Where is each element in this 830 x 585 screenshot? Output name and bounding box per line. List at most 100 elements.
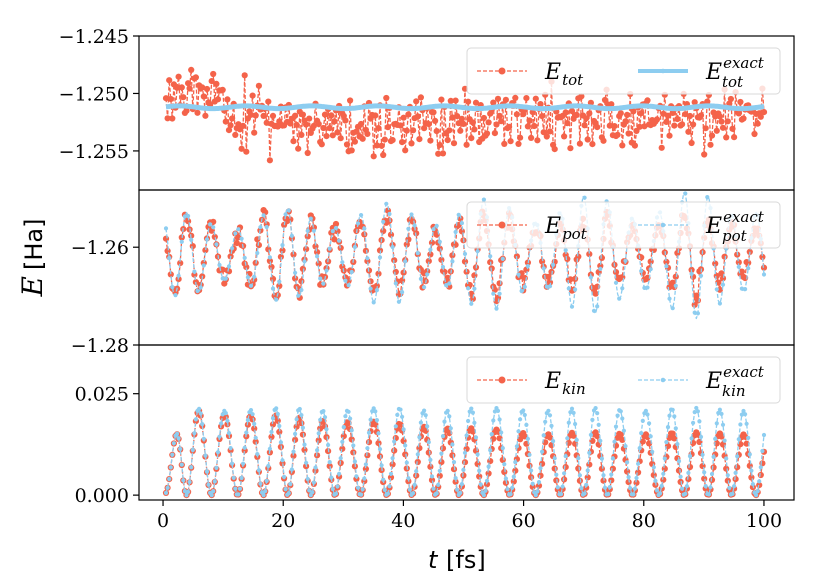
data-point — [628, 486, 633, 491]
data-point — [588, 275, 594, 280]
data-point — [469, 301, 474, 306]
data-point — [384, 124, 391, 131]
data-point — [525, 436, 531, 441]
data-point — [601, 473, 606, 478]
data-point — [431, 486, 436, 491]
data-point — [654, 488, 660, 493]
data-point — [375, 440, 382, 447]
data-point — [697, 419, 702, 424]
data-point — [198, 411, 203, 416]
data-point — [623, 258, 628, 263]
data-point — [415, 251, 420, 256]
data-point — [400, 414, 405, 419]
data-point — [718, 433, 725, 440]
data-point — [606, 492, 611, 497]
data-point — [757, 471, 764, 479]
data-point — [679, 121, 686, 128]
data-point — [561, 476, 568, 483]
data-point — [182, 489, 187, 494]
data-point — [286, 208, 291, 213]
data-point — [462, 251, 468, 256]
data-point — [291, 449, 296, 454]
data-point — [427, 251, 434, 258]
data-point — [248, 408, 254, 413]
data-point — [598, 266, 603, 271]
data-point — [331, 236, 338, 243]
data-point — [576, 140, 584, 147]
data-point — [348, 147, 355, 154]
data-point — [497, 291, 502, 296]
data-point — [343, 141, 351, 148]
y-axis-title: E [Ha] — [16, 219, 49, 298]
data-point — [302, 259, 307, 264]
data-point — [551, 465, 558, 472]
data-point — [289, 233, 294, 238]
data-point — [727, 95, 735, 103]
data-point — [684, 484, 690, 489]
data-point — [202, 112, 209, 119]
data-point — [511, 474, 516, 479]
data-point — [220, 276, 225, 281]
data-point — [393, 424, 398, 429]
data-point — [496, 435, 503, 442]
data-point — [458, 490, 463, 495]
data-point — [609, 465, 617, 472]
data-point — [230, 246, 235, 251]
data-point — [692, 410, 697, 415]
data-point — [354, 474, 359, 479]
data-point — [391, 447, 398, 454]
data-point — [222, 118, 229, 125]
data-point — [602, 485, 608, 490]
y-axis-variable: E — [16, 276, 49, 297]
data-point — [402, 147, 409, 154]
data-point — [747, 452, 752, 457]
data-point — [581, 122, 588, 129]
data-point — [371, 300, 376, 305]
data-point — [618, 409, 623, 414]
data-point — [510, 485, 515, 490]
data-point — [453, 476, 458, 481]
data-point — [223, 411, 228, 416]
data-point — [293, 270, 298, 275]
data-point — [472, 99, 480, 106]
data-point — [583, 115, 590, 122]
data-point — [275, 411, 280, 417]
data-point — [355, 485, 361, 490]
data-point — [334, 129, 341, 136]
data-point — [219, 266, 226, 273]
data-point — [255, 242, 262, 249]
data-point — [735, 454, 740, 459]
data-point — [663, 118, 670, 125]
data-point — [450, 140, 458, 147]
data-point — [337, 135, 344, 142]
data-point — [226, 264, 232, 269]
data-point — [422, 285, 427, 290]
data-point — [255, 452, 260, 457]
data-point — [494, 306, 499, 311]
y-tick-label: 0.000 — [75, 485, 129, 507]
data-point — [387, 484, 392, 489]
data-point — [754, 493, 759, 498]
data-point — [361, 231, 368, 238]
data-point — [425, 121, 432, 128]
data-point — [373, 282, 380, 289]
data-point — [247, 111, 255, 118]
data-point — [362, 226, 367, 231]
data-point — [212, 479, 217, 484]
data-point — [174, 84, 181, 91]
data-point — [414, 113, 421, 120]
data-point — [268, 433, 275, 440]
data-point — [698, 273, 704, 278]
data-point — [286, 491, 291, 496]
data-point — [546, 128, 554, 135]
data-point — [299, 287, 304, 293]
data-point — [373, 409, 378, 414]
data-point — [551, 262, 556, 267]
data-point — [540, 449, 545, 454]
data-point — [698, 434, 704, 439]
data-point — [400, 437, 407, 445]
data-point — [353, 128, 360, 135]
data-point — [214, 465, 219, 470]
data-point — [543, 133, 550, 140]
legend-swatch-marker — [660, 222, 666, 228]
